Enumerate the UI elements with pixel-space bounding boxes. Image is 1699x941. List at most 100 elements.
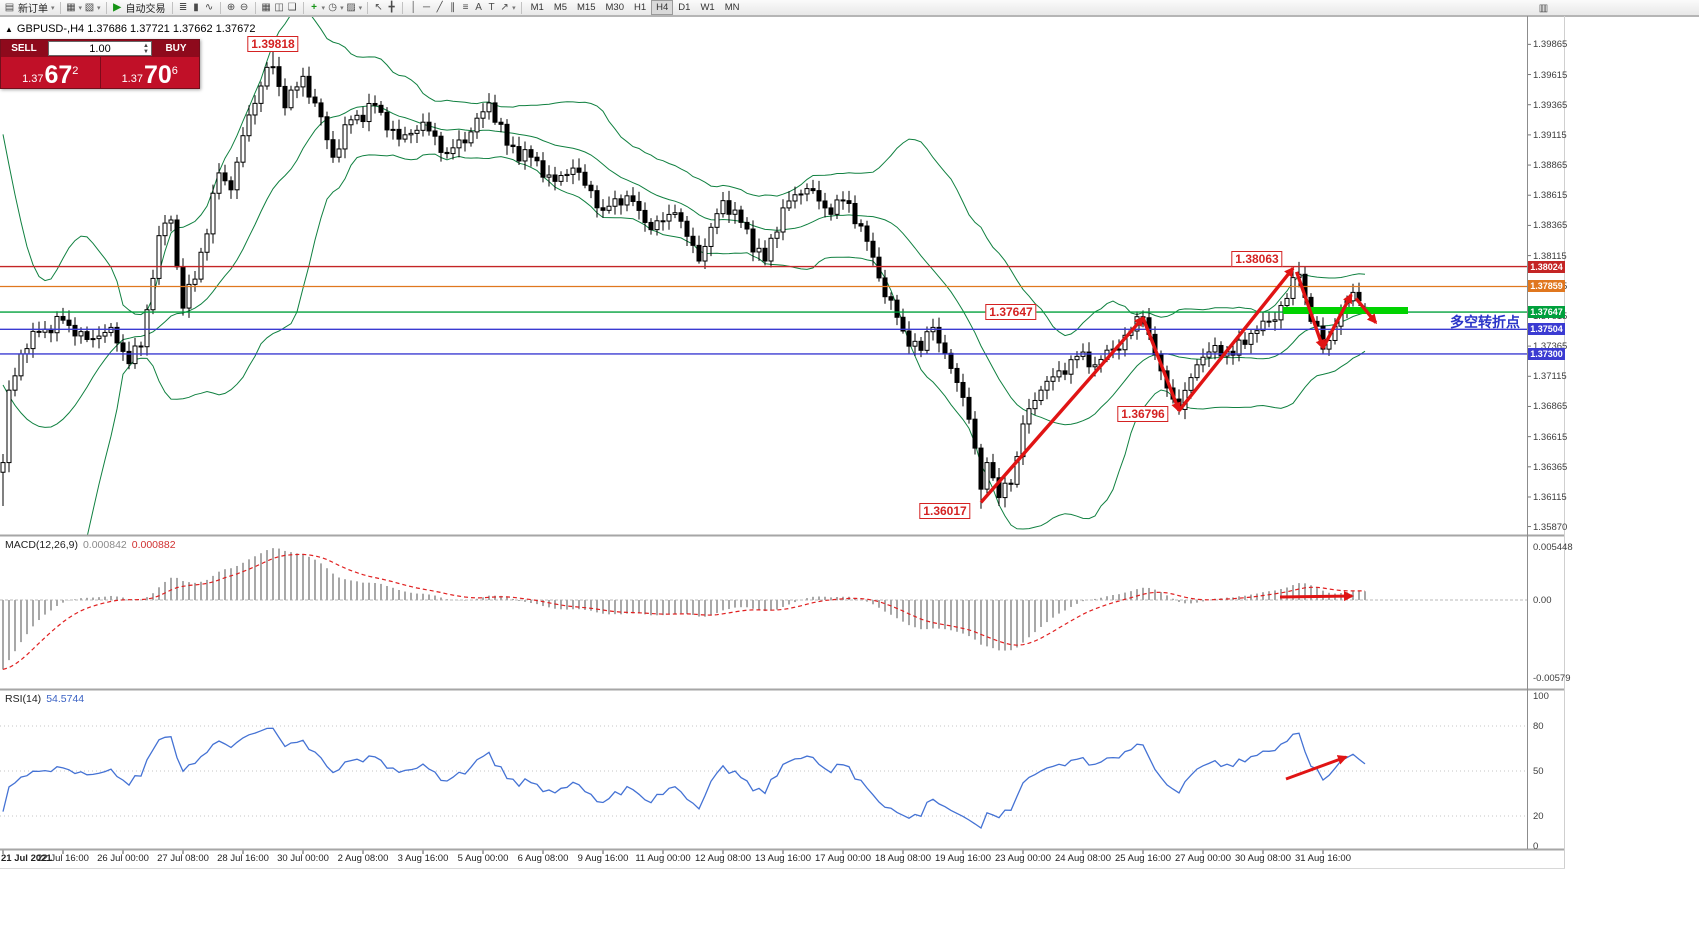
horizontal-line-icon[interactable]: ─	[423, 2, 431, 13]
time-axis-label: 5 Aug 00:00	[457, 853, 509, 864]
time-axis-label: 21 Jul 2021	[1, 853, 52, 864]
timeframe-d1-button[interactable]: D1	[678, 2, 691, 13]
time-axis-label: 30 Aug 08:00	[1235, 853, 1291, 864]
timeframe-h4-button[interactable]: H4	[651, 0, 674, 15]
volume-spinner: ▲ ▼	[143, 43, 149, 55]
cursor-icon[interactable]: ↖	[374, 2, 383, 13]
dropdown-arrow-icon[interactable]: ▾	[321, 4, 326, 12]
crosshair-icon[interactable]: ╋	[388, 2, 395, 13]
grid-icon[interactable]: ▦	[261, 2, 271, 13]
dropdown-arrow-icon[interactable]: ▾	[97, 4, 101, 12]
dropdown-arrow-icon[interactable]: ▾	[358, 4, 363, 12]
price-annotation[interactable]: 1.39818	[247, 36, 299, 53]
price-axis-label: 1.39615	[1533, 69, 1568, 81]
time-axis-label: 28 Jul 16:00	[217, 853, 269, 864]
buy-button[interactable]: BUY	[165, 43, 187, 54]
text-label-icon[interactable]: T	[488, 2, 495, 13]
add-indicator-icon[interactable]: +	[311, 2, 317, 13]
tile-windows-icon[interactable]: ◫	[274, 2, 284, 13]
sell-price-big: 67	[44, 61, 73, 89]
time-axis-label: 27 Jul 08:00	[157, 853, 209, 864]
macd-signal-value: 0.000882	[131, 539, 176, 551]
time-axis-label: 23 Aug 00:00	[995, 853, 1051, 864]
macd-axis-label: -0.00579	[1533, 673, 1571, 684]
zoom-in-icon[interactable]: ⊕	[226, 2, 236, 13]
zoom-out-icon[interactable]: ⊖	[239, 2, 249, 13]
rsi-indicator-label: RSI(14) 54.5744	[5, 693, 84, 705]
time-axis-label: 18 Aug 08:00	[875, 853, 931, 864]
time-axis-label: 31 Aug 16:00	[1295, 853, 1351, 864]
macd-name: MACD(12,26,9)	[5, 539, 78, 551]
dropdown-arrow-icon[interactable]: ▾	[78, 4, 83, 12]
candlestick-icon[interactable]: ▮	[193, 2, 199, 13]
vertical-line-icon[interactable]: │	[410, 2, 417, 13]
rsi-axis-label: 0	[1533, 841, 1539, 852]
equidistant-channel-icon[interactable]: ∥	[450, 2, 456, 13]
sell-button[interactable]: SELL	[11, 43, 37, 54]
timeframe-m15-button[interactable]: M15	[577, 2, 596, 13]
templates-icon[interactable]: ▨	[346, 2, 356, 13]
volume-input[interactable]: 1.00 ▲ ▼	[48, 41, 152, 56]
bar-chart-icon[interactable]: ≣	[178, 2, 188, 13]
dropdown-arrow-icon[interactable]: ▾	[512, 4, 516, 12]
time-axis-label: 17 Aug 00:00	[815, 853, 871, 864]
rsi-axis-label: 50	[1533, 766, 1544, 777]
price-annotation[interactable]: 1.36796	[1117, 406, 1169, 423]
rsi-axis-label: 100	[1533, 691, 1549, 702]
new-order-icon[interactable]: ▤	[4, 2, 15, 13]
price-axis-label: 1.39115	[1533, 129, 1567, 141]
price-axis-label: 1.35870	[1533, 521, 1568, 533]
price-axis-label: 1.36865	[1533, 401, 1568, 413]
time-axis-label: 30 Jul 00:00	[277, 853, 329, 864]
arrows-icon[interactable]: ↗	[500, 2, 509, 13]
dropdown-arrow-icon[interactable]: ▾	[340, 4, 344, 12]
turning-point-text[interactable]: 多空转折点	[1450, 314, 1520, 330]
chart-symbol-info: ▲ GBPUSD-,H4 1.37686 1.37721 1.37662 1.3…	[5, 23, 255, 35]
timeframe-w1-button[interactable]: W1	[700, 2, 715, 13]
volume-up-icon[interactable]: ▲	[143, 43, 149, 49]
sell-price-button[interactable]: 1.37 67 2	[1, 57, 101, 88]
oneclick-toggle-icon[interactable]: ▲	[5, 24, 13, 34]
price-annotation[interactable]: 1.36017	[919, 502, 971, 519]
volume-down-icon[interactable]: ▼	[143, 49, 149, 55]
fibonacci-icon[interactable]: ≡	[462, 2, 469, 13]
chart-shift-icon[interactable]: ▥	[1538, 3, 1549, 14]
timeframe-m5-button[interactable]: M5	[553, 2, 568, 13]
dropdown-arrow-icon[interactable]: ▾	[51, 4, 55, 12]
timeframe-m30-button[interactable]: M30	[605, 2, 624, 13]
time-axis-label: 26 Jul 00:00	[97, 853, 149, 864]
new-chart-icon[interactable]: ▦	[66, 2, 76, 13]
price-annotation[interactable]: 1.38063	[1231, 251, 1283, 268]
toolbar-separator	[59, 1, 61, 14]
autotrading-label[interactable]: 自动交易	[125, 4, 166, 15]
panel-separators	[0, 16, 1699, 869]
toolbar: ▤ 新订单 ▾ ▦ ▾ ▧ ▾ ▶ 自动交易 ≣ ▮ ∿ ⊕ ⊖ ▦ ◫ ❏ + ▾ ◷ ▾ ▨ ▾ ↖ ╋ │ ─ ╱ ∥ ≡ A T ↗ ▾ M…	[0, 0, 1699, 16]
price-axis-label: 1.36115	[1533, 491, 1567, 503]
trendline-icon[interactable]: ╱	[436, 2, 443, 13]
time-axis-label: 22 Jul 16:00	[37, 853, 89, 864]
text-icon[interactable]: A	[475, 2, 482, 13]
rsi-name: RSI(14)	[5, 693, 42, 705]
toolbar-separator	[520, 1, 522, 14]
price-axis-label: 1.38865	[1533, 160, 1568, 172]
period-selector-icon[interactable]: ◷	[328, 2, 337, 13]
timeframe-h1-button[interactable]: H1	[633, 2, 647, 13]
volume-value[interactable]: 1.00	[89, 42, 111, 55]
sell-price-small: 1.37	[22, 73, 44, 85]
trend-arrows[interactable]	[979, 266, 1378, 504]
toolbar-separator	[219, 1, 221, 14]
profiles-icon[interactable]: ▧	[84, 2, 95, 13]
buy-price-button[interactable]: 1.37 70 6	[101, 57, 200, 88]
timeframe-m1-button[interactable]: M1	[530, 2, 544, 13]
candlestick-series	[0, 50, 1368, 509]
price-annotation[interactable]: 1.37647	[985, 304, 1037, 321]
toolbar-separator	[105, 1, 107, 14]
timeframe-mn-button[interactable]: MN	[724, 2, 740, 13]
sell-price-pip: 2	[72, 65, 79, 77]
new-order-label[interactable]: 新订单	[18, 4, 48, 15]
macd-indicator	[0, 548, 1527, 670]
autotrading-icon[interactable]: ▶	[113, 2, 121, 13]
cascade-windows-icon[interactable]: ❏	[287, 2, 297, 13]
line-chart-icon[interactable]: ∿	[204, 2, 214, 13]
